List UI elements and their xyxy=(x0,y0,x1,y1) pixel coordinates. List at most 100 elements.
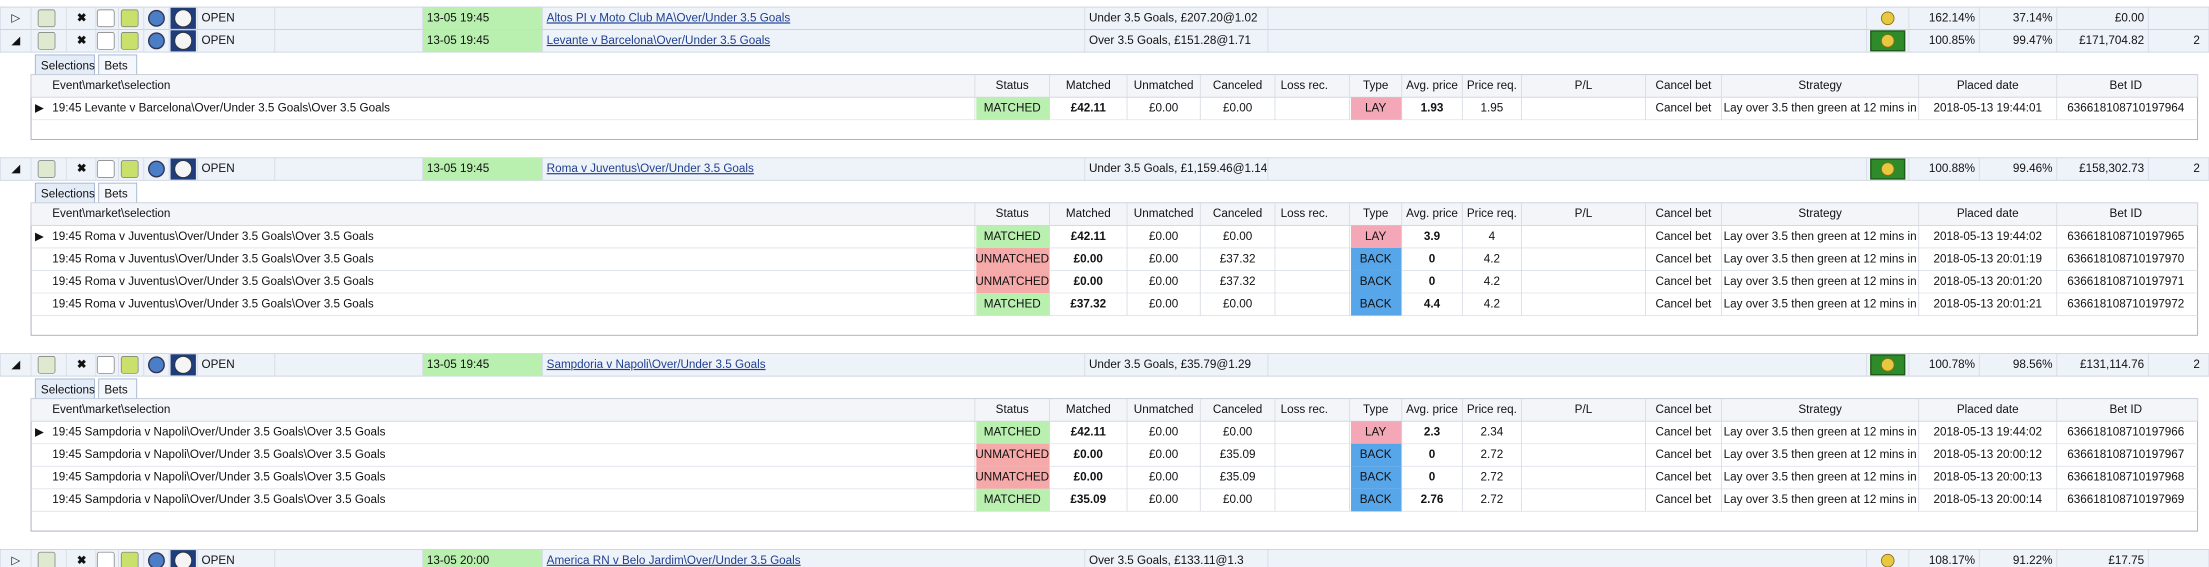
bet-cell: UNMATCHED xyxy=(975,471,1049,484)
bet-cell: 4.2 xyxy=(1484,275,1500,288)
tab-label[interactable]: Selections xyxy=(41,187,95,200)
market-event[interactable]: Sampdoria v Napoli\Over/Under 3.5 Goals xyxy=(547,358,766,371)
bet-cell[interactable]: Cancel bet xyxy=(1656,448,1713,461)
bet-cell: £35.09 xyxy=(1220,471,1256,484)
info-icon[interactable] xyxy=(147,552,165,567)
edit-icon[interactable] xyxy=(37,32,56,50)
status-cell xyxy=(976,225,1050,248)
bet-cell: £42.11 xyxy=(1071,102,1107,115)
market-event[interactable]: Roma v Juventus\Over/Under 3.5 Goals xyxy=(547,162,754,175)
coin-icon[interactable] xyxy=(1880,358,1895,372)
column-header: Matched xyxy=(1066,207,1111,220)
lay-percent: 91.22% xyxy=(2013,554,2053,567)
note-icon[interactable] xyxy=(120,160,139,178)
bet-cell: 4 xyxy=(1489,230,1496,243)
bet-cell[interactable]: Cancel bet xyxy=(1656,230,1713,243)
coin-icon[interactable] xyxy=(1880,553,1895,567)
bet-cell: Lay over 3.5 then green at 12 mins in xyxy=(1724,230,1917,243)
tab-label[interactable]: Selections xyxy=(41,59,95,72)
bet-cell: MATCHED xyxy=(984,297,1041,310)
note-icon[interactable] xyxy=(120,356,139,374)
bet-cell[interactable]: Cancel bet xyxy=(1656,297,1713,310)
bet-cell: Lay over 3.5 then green at 12 mins in xyxy=(1724,426,1917,439)
bet-cell: MATCHED xyxy=(984,230,1041,243)
column-header: P/L xyxy=(1575,79,1593,92)
bet-cell: £0.00 xyxy=(1149,426,1179,439)
time-cell xyxy=(422,29,543,53)
column-header: Canceled xyxy=(1213,207,1262,220)
checkbox[interactable] xyxy=(96,356,115,374)
market-event[interactable]: Levante v Barcelona\Over/Under 3.5 Goals xyxy=(547,34,771,47)
status-cell xyxy=(976,488,1050,512)
bet-cell: Lay over 3.5 then green at 12 mins in xyxy=(1724,471,1917,484)
expand-toggle[interactable]: ▷ xyxy=(11,554,21,567)
info-icon[interactable] xyxy=(147,160,165,178)
close-icon[interactable]: ✖ xyxy=(77,34,87,47)
market-time: 13-05 19:45 xyxy=(427,34,490,47)
bet-cell[interactable]: Cancel bet xyxy=(1656,426,1713,439)
column-header: Canceled xyxy=(1213,79,1262,92)
expand-toggle[interactable]: ▷ xyxy=(11,11,21,24)
market-time: 13-05 19:45 xyxy=(427,358,490,371)
market-event[interactable]: America RN v Belo Jardim\Over/Under 3.5 … xyxy=(547,554,801,567)
bet-cell: £42.11 xyxy=(1071,426,1107,439)
checkbox[interactable] xyxy=(96,551,115,567)
edit-icon[interactable] xyxy=(37,160,56,178)
info-icon[interactable] xyxy=(147,9,165,27)
coin-icon[interactable] xyxy=(1880,162,1895,176)
edit-icon[interactable] xyxy=(37,551,56,567)
note-icon[interactable] xyxy=(120,9,139,28)
checkbox[interactable] xyxy=(96,32,115,50)
status-cell xyxy=(976,421,1050,444)
note-icon[interactable] xyxy=(120,32,139,50)
expand-toggle[interactable]: ◢ xyxy=(11,162,21,175)
status-cell xyxy=(976,293,1050,316)
bet-cell: BACK xyxy=(1360,493,1392,506)
bet-cell: 2018-05-13 19:44:02 xyxy=(1933,426,2042,439)
coin-icon[interactable] xyxy=(1880,34,1895,48)
tab-label[interactable]: Bets xyxy=(104,383,128,396)
edit-icon[interactable] xyxy=(37,356,56,374)
tab-label[interactable]: Selections xyxy=(41,383,95,396)
bet-cell: 0 xyxy=(1429,252,1436,265)
checkbox[interactable] xyxy=(96,160,115,178)
info-icon[interactable] xyxy=(147,356,165,374)
bet-cell: 2.3 xyxy=(1424,426,1441,439)
checkbox[interactable] xyxy=(96,9,115,28)
bet-cell: £37.32 xyxy=(1070,297,1106,310)
close-icon[interactable]: ✖ xyxy=(77,162,87,175)
note-icon[interactable] xyxy=(120,551,139,567)
tab-label[interactable]: Bets xyxy=(104,59,128,72)
expand-toggle[interactable]: ◢ xyxy=(11,34,21,47)
bet-cell[interactable]: Cancel bet xyxy=(1656,493,1713,506)
column-header: Type xyxy=(1363,79,1388,92)
tab-label[interactable]: Bets xyxy=(104,187,128,200)
market-status: OPEN xyxy=(202,358,235,371)
row-pointer: ▶ xyxy=(35,230,45,243)
market-event[interactable]: Altos PI v Moto Club MA\Over/Under 3.5 G… xyxy=(547,11,791,24)
bet-cell[interactable]: Cancel bet xyxy=(1656,252,1713,265)
bet-cell[interactable]: Cancel bet xyxy=(1656,275,1713,288)
info-icon[interactable] xyxy=(147,32,165,50)
close-icon[interactable]: ✖ xyxy=(77,554,87,567)
close-icon[interactable]: ✖ xyxy=(77,358,87,371)
expand-toggle[interactable]: ◢ xyxy=(11,358,21,371)
bet-cell: BACK xyxy=(1360,275,1392,288)
back-percent: 108.17% xyxy=(1929,554,1975,567)
column-header: Cancel bet xyxy=(1656,207,1713,220)
coin-icon[interactable] xyxy=(1880,11,1895,26)
type-cell xyxy=(1351,97,1402,120)
status-cell xyxy=(976,466,1050,489)
bet-cell: Lay over 3.5 then green at 12 mins in xyxy=(1724,252,1917,265)
bet-cell: £0.00 xyxy=(1149,102,1179,115)
bet-cell[interactable]: Cancel bet xyxy=(1656,102,1713,115)
column-header: Canceled xyxy=(1213,403,1262,416)
edit-icon[interactable] xyxy=(37,9,56,28)
bet-cell: LAY xyxy=(1365,230,1386,243)
bets-header xyxy=(30,74,2199,98)
column-header: Loss rec. xyxy=(1281,403,1328,416)
close-icon[interactable]: ✖ xyxy=(77,11,87,24)
bet-cell[interactable]: Cancel bet xyxy=(1656,471,1713,484)
bet-cell: 2018-05-13 20:00:12 xyxy=(1933,448,2042,461)
bet-cell: £35.09 xyxy=(1070,493,1106,506)
